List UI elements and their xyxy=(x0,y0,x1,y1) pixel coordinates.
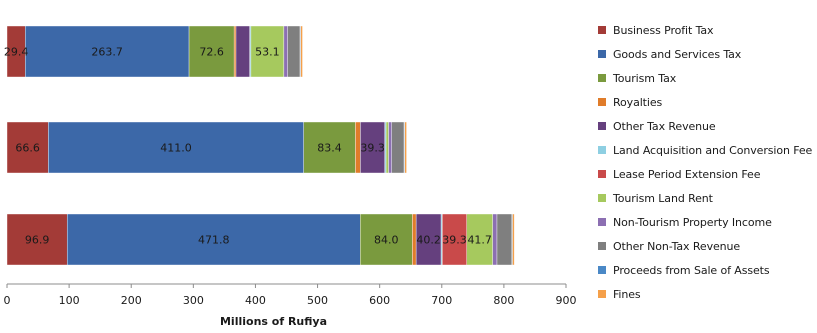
legend-item: Tourism Land Rent xyxy=(598,186,812,210)
legend-swatch xyxy=(598,98,606,106)
data-label: 263.7 xyxy=(91,46,123,59)
bar-segment xyxy=(6,213,68,266)
bar-segment xyxy=(360,121,386,174)
x-tick-label: 200 xyxy=(121,294,142,307)
data-label: 411.0 xyxy=(160,142,192,155)
legend-swatch xyxy=(598,266,606,274)
bar-segment xyxy=(188,25,235,78)
legend-item: Proceeds from Sale of Assets xyxy=(598,258,812,282)
bar-segment xyxy=(66,213,361,266)
legend-label: Tourism Tax xyxy=(613,71,677,85)
bar-segment xyxy=(385,121,389,174)
legend-item: Other Tax Revenue xyxy=(598,114,812,138)
legend-item: Business Profit Tax xyxy=(598,18,812,42)
bar-segment xyxy=(283,25,288,78)
x-tick-label: 700 xyxy=(431,294,452,307)
bar-segment xyxy=(442,213,467,266)
x-tick-label: 600 xyxy=(369,294,390,307)
bar-segment xyxy=(388,121,392,174)
data-label: 39.3 xyxy=(360,142,385,155)
legend-label: Other Non-Tax Revenue xyxy=(613,239,741,253)
data-label: 53.1 xyxy=(255,46,280,59)
legend-swatch xyxy=(598,122,606,130)
bar-segment xyxy=(391,121,405,174)
x-tick-label: 900 xyxy=(556,294,577,307)
data-label: 471.8 xyxy=(198,234,230,247)
data-labels-layer: 29.4 263.7 72.6 53.1 66.6 411.0 83.4 39.3 96.9 47… xyxy=(4,46,492,247)
legend-item: Goods and Services Tax xyxy=(598,42,812,66)
data-label: 83.4 xyxy=(317,142,342,155)
legend-label: Fines xyxy=(613,287,641,301)
data-label: 39.3 xyxy=(442,234,467,247)
bar-segment xyxy=(415,213,442,266)
legend-label: Non-Tourism Property Income xyxy=(613,215,772,229)
legend-label: Business Profit Tax xyxy=(613,23,714,37)
legend-swatch xyxy=(598,170,606,178)
legend-swatch xyxy=(598,50,606,58)
bar-segment xyxy=(48,121,304,174)
legend-swatch xyxy=(598,74,606,82)
legend-label: Lease Period Extension Fee xyxy=(613,167,761,181)
legend-swatch xyxy=(598,26,606,34)
bar-segment xyxy=(6,121,49,174)
x-tick-label: 800 xyxy=(493,294,514,307)
legend-label: Goods and Services Tax xyxy=(613,47,742,61)
legend-item: Fines xyxy=(598,282,812,306)
bar-segment xyxy=(404,121,407,174)
x-axis-title: Millions of Rufiya xyxy=(220,315,327,328)
data-label: 41.7 xyxy=(467,234,492,247)
legend-swatch xyxy=(598,146,606,154)
legend-item: Other Non-Tax Revenue xyxy=(598,234,812,258)
bars-layer xyxy=(6,25,515,266)
bar-segment xyxy=(303,121,356,174)
x-axis-ticks: 0 100 200 300 400 500 600 700 800 900 xyxy=(4,284,577,307)
data-label: 72.6 xyxy=(199,46,224,59)
bar-segment xyxy=(235,25,250,78)
legend-label: Land Acquisition and Conversion Fee xyxy=(613,143,813,157)
bar-segment xyxy=(233,25,237,78)
data-label: 84.0 xyxy=(374,234,399,247)
legend-item: Non-Tourism Property Income xyxy=(598,210,812,234)
legend-label: Proceeds from Sale of Assets xyxy=(613,263,770,277)
legend-swatch xyxy=(598,290,606,298)
bar-segment xyxy=(512,213,515,266)
bar-segment xyxy=(492,213,498,266)
legend-item: Royalties xyxy=(598,90,812,114)
x-tick-label: 0 xyxy=(4,294,11,307)
legend-item: Land Acquisition and Conversion Fee xyxy=(598,138,812,162)
legend-item: Tourism Tax xyxy=(598,66,812,90)
data-label: 40.2 xyxy=(416,234,441,247)
bar-segment xyxy=(466,213,493,266)
data-label: 66.6 xyxy=(15,142,40,155)
legend-swatch xyxy=(598,242,606,250)
x-tick-label: 300 xyxy=(183,294,204,307)
x-tick-label: 500 xyxy=(307,294,328,307)
bar-segment xyxy=(250,25,285,78)
legend-swatch xyxy=(598,218,606,226)
bar-segment xyxy=(496,213,513,266)
data-label: 29.4 xyxy=(4,46,29,59)
bar-segment xyxy=(360,213,413,266)
bar-segment xyxy=(287,25,301,78)
legend-item: Lease Period Extension Fee xyxy=(598,162,812,186)
legend: Business Profit Tax Goods and Services Ta… xyxy=(598,18,812,306)
legend-label: Other Tax Revenue xyxy=(613,119,716,133)
legend-label: Royalties xyxy=(613,95,663,109)
data-label: 96.9 xyxy=(25,234,50,247)
x-tick-label: 400 xyxy=(245,294,266,307)
bar-segment xyxy=(300,25,303,78)
bar-segment xyxy=(25,25,190,78)
x-tick-label: 100 xyxy=(59,294,80,307)
legend-swatch xyxy=(598,194,606,202)
legend-label: Tourism Land Rent xyxy=(613,191,713,205)
